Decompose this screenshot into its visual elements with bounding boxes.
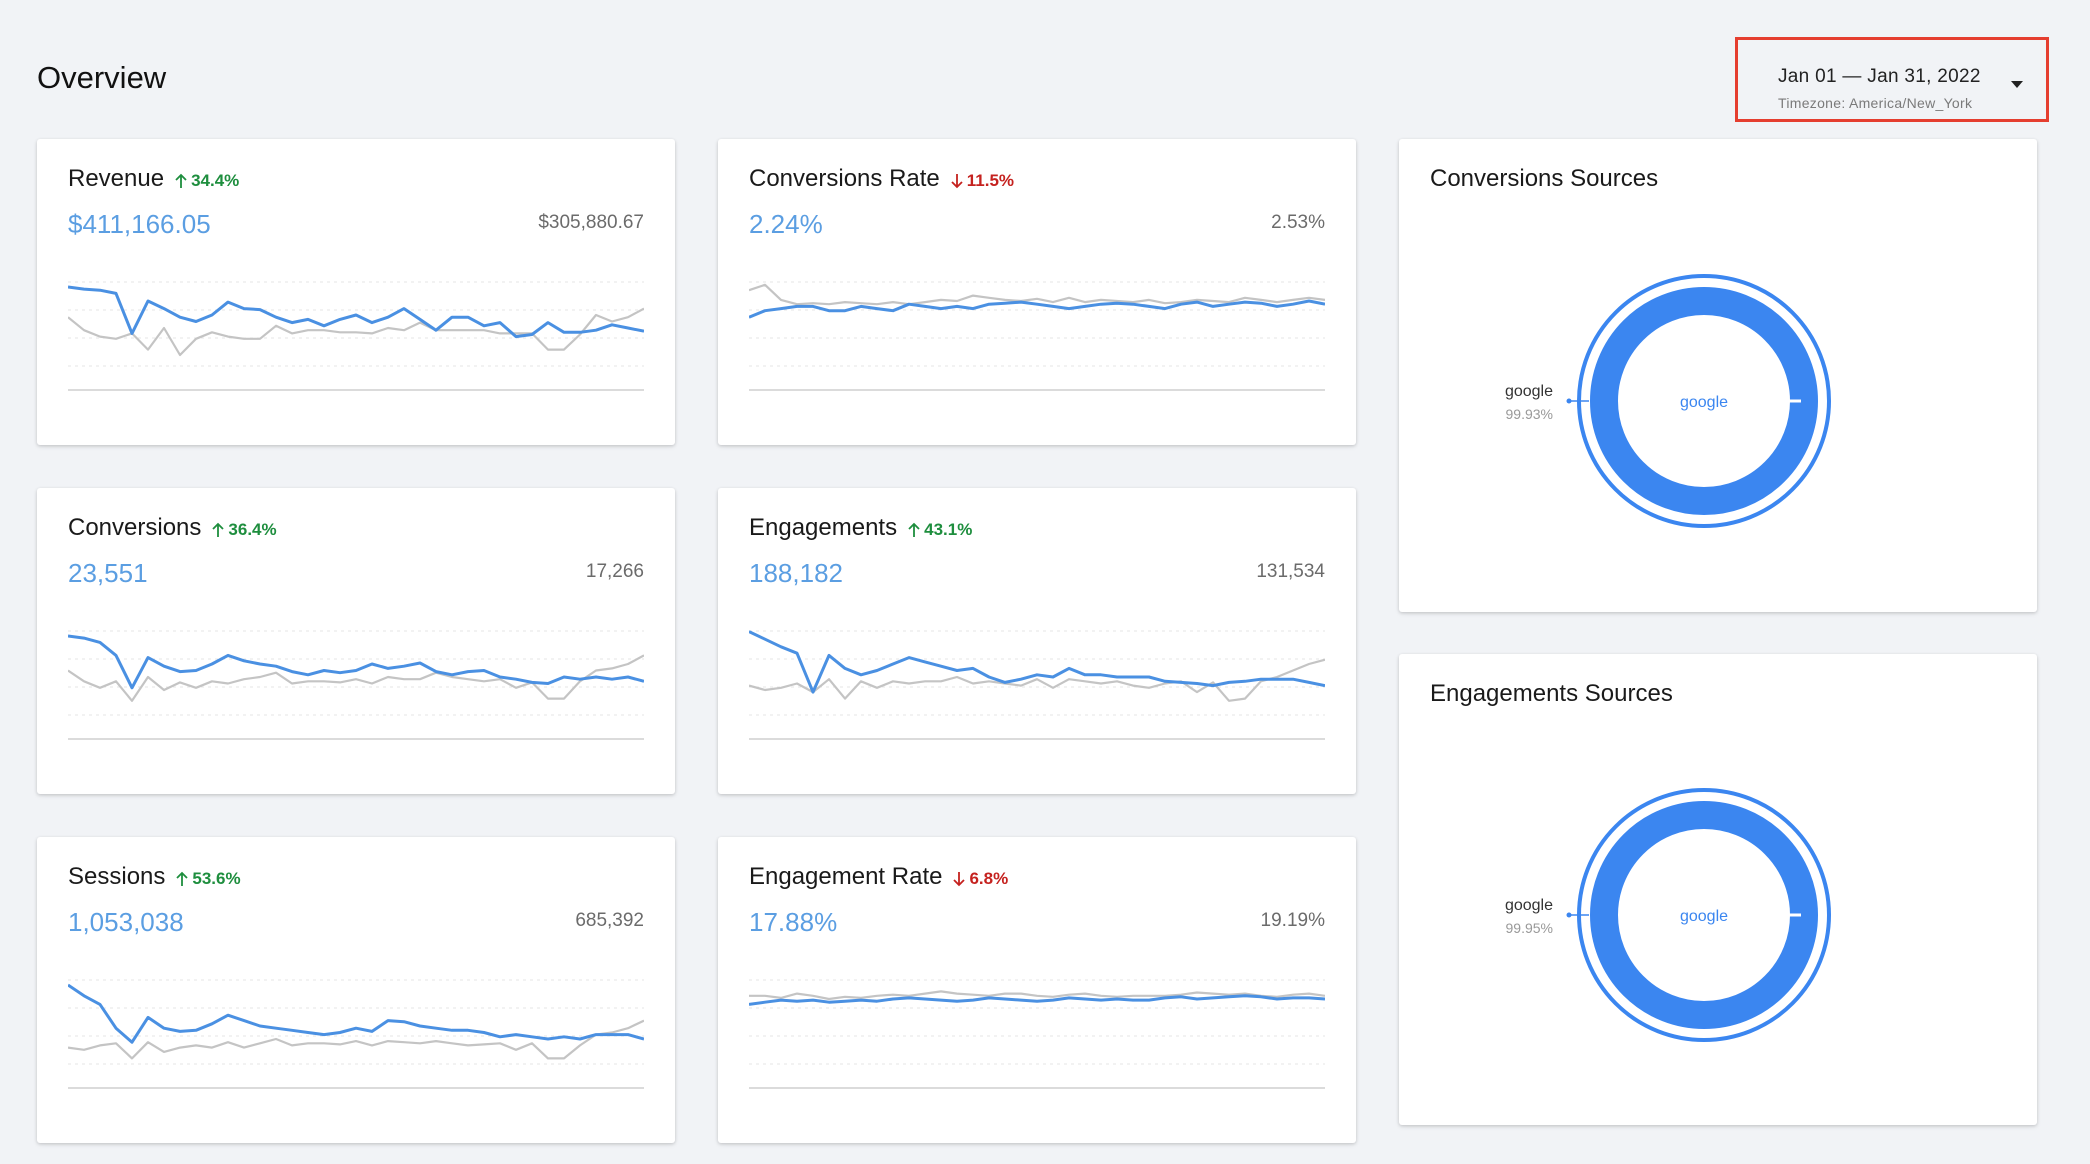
metric-title: Sessions: [68, 863, 166, 890]
sparkline-previous-series: [749, 283, 1325, 306]
timezone-text: Timezone: America/New_York: [1778, 95, 1973, 111]
donut-legend-label: google: [1505, 383, 1553, 400]
metric-delta-value: 53.6%: [192, 869, 241, 888]
metric-previous-value: 19.19%: [1260, 910, 1325, 931]
metric-card-conversions-rate: Conversions Rate 11.5% 2.24% 2.53%: [718, 139, 1356, 445]
donut-center-label: google: [1680, 394, 1728, 411]
date-range-text: Jan 01 — Jan 31, 2022: [1778, 66, 1981, 87]
sparkline-chart: [749, 630, 1325, 740]
sparkline-previous-series: [68, 654, 644, 702]
page-title: Overview: [37, 60, 167, 95]
metric-current-value: 2.24%: [749, 209, 823, 239]
source-card-title: Engagements Sources: [1430, 680, 1673, 707]
arrow-up-icon: [908, 522, 920, 537]
donut-leader-dot: [1566, 912, 1572, 918]
metric-title: Revenue: [68, 165, 165, 192]
sparkline-current-series: [749, 299, 1325, 319]
sparkline-current-series: [749, 994, 1325, 1006]
source-card-conversions: Conversions Sources google google 99.93%: [1399, 139, 2037, 612]
metric-title: Conversions: [68, 514, 202, 541]
metric-card-revenue: Revenue 34.4% $411,166.05 $305,880.67: [37, 139, 675, 445]
sparkline-current-series: [68, 983, 644, 1044]
sparkline-current-series: [749, 630, 1325, 694]
metric-current-value: 1,053,038: [68, 907, 184, 937]
metric-delta-value: 6.8%: [969, 869, 1009, 888]
arrow-up-icon: [176, 871, 189, 886]
metric-delta-value: 43.1%: [924, 520, 973, 539]
metric-delta-value: 36.4%: [228, 520, 277, 539]
donut-leader-dot: [1566, 398, 1572, 404]
metric-delta: 6.8%: [952, 869, 1008, 889]
metric-previous-value: 17,266: [585, 561, 644, 582]
metric-delta-value: 34.4%: [191, 171, 240, 190]
donut-center-label: google: [1680, 908, 1728, 925]
donut-legend-value: 99.95%: [1506, 920, 1553, 936]
sparkline-previous-series: [68, 307, 644, 357]
sparkline-current-series: [68, 285, 644, 339]
donut-chart: google google 99.93%: [1505, 274, 1831, 528]
metric-card-conversions: Conversions 36.4% 23,551 17,266: [37, 488, 675, 794]
metric-delta: 53.6%: [175, 869, 241, 889]
metric-previous-value: $305,880.67: [538, 212, 644, 233]
caret-down-icon[interactable]: [2011, 81, 2023, 88]
metric-card-engagement-rate: Engagement Rate 6.8% 17.88% 19.19%: [718, 837, 1356, 1143]
donut-chart: google google 99.95%: [1505, 788, 1831, 1042]
donut-slice-google: [1590, 287, 1818, 515]
metric-current-value: $411,166.05: [68, 209, 211, 239]
metric-delta: 34.4%: [174, 171, 239, 191]
metric-card-sessions: Sessions 53.6% 1,053,038 685,392: [37, 837, 675, 1143]
metric-current-value: 17.88%: [749, 907, 838, 937]
metric-current-value: 188,182: [749, 558, 843, 588]
sparkline-previous-series: [749, 658, 1325, 702]
arrow-up-icon: [175, 173, 187, 188]
metric-title: Conversions Rate: [749, 165, 940, 192]
source-card-engagements: Engagements Sources google google 99.95%: [1399, 654, 2037, 1125]
metric-delta: 36.4%: [211, 520, 277, 540]
sparkline-current-series: [68, 634, 644, 690]
sparkline-chart: [68, 630, 644, 740]
donut-legend-label: google: [1505, 897, 1553, 914]
donut-slice-google: [1590, 801, 1818, 1029]
metric-current-value: 23,551: [68, 558, 148, 588]
arrow-down-icon: [953, 872, 966, 887]
metric-delta: 11.5%: [950, 171, 1014, 191]
arrow-down-icon: [951, 174, 963, 189]
sparkline-chart: [749, 281, 1325, 391]
sparkline-chart: [749, 979, 1325, 1089]
source-card-title: Conversions Sources: [1430, 165, 1659, 192]
date-range-picker[interactable]: Jan 01 — Jan 31, 2022 Timezone: America/…: [1735, 37, 2049, 122]
donut-legend-value: 99.93%: [1506, 406, 1553, 422]
arrow-up-icon: [212, 522, 225, 537]
sparkline-previous-series: [749, 990, 1325, 1001]
metric-previous-value: 2.53%: [1271, 212, 1325, 233]
sparkline-chart: [68, 281, 644, 391]
metric-delta: 43.1%: [907, 520, 972, 540]
metric-card-engagements: Engagements 43.1% 188,182 131,534: [718, 488, 1356, 794]
metric-previous-value: 131,534: [1256, 561, 1325, 582]
sparkline-chart: [68, 979, 644, 1089]
metric-previous-value: 685,392: [575, 910, 644, 931]
metric-delta-value: 11.5%: [966, 171, 1015, 190]
metric-title: Engagement Rate: [749, 863, 943, 890]
sparkline-previous-series: [68, 1019, 644, 1060]
metric-title: Engagements: [749, 514, 898, 541]
